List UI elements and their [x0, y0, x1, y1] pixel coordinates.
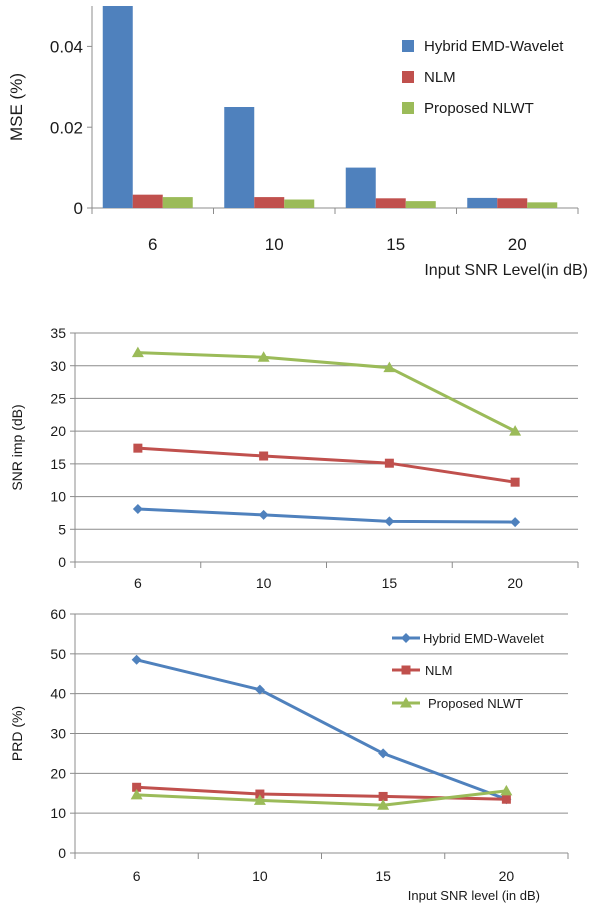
- y-tick-label: 60: [50, 606, 66, 622]
- bar-hybrid-emd-wavelet-15: [345, 167, 376, 208]
- point-nlm-15: [378, 791, 388, 801]
- line-hybrid-emd-wavelet: [137, 507, 516, 524]
- legend-label-hybrid-emd-wavelet: Hybrid EMD-Wavelet: [423, 631, 544, 646]
- point-proposed-nlwt-10: [257, 351, 270, 362]
- point-nlm-15: [384, 458, 394, 468]
- legend-marker-hybrid-emd-wavelet: [401, 633, 411, 643]
- point-nlm-20: [510, 477, 520, 487]
- point-proposed-nlwt-6: [130, 788, 143, 800]
- bar-nlm-20: [497, 198, 528, 208]
- x-tick-label: 6: [133, 868, 141, 884]
- y-tick-label: 0.02: [50, 118, 83, 137]
- x-tick-label: 20: [508, 235, 527, 254]
- y-tick-label: 25: [50, 390, 66, 406]
- bar-proposed-nlwt-20: [527, 202, 558, 208]
- legend-label-hybrid-emd-wavelet: Hybrid EMD-Wavelet: [424, 38, 564, 55]
- legend-swatch-hybrid-emd-wavelet: [402, 40, 414, 52]
- x-tick-label: 20: [499, 868, 515, 884]
- y-tick-label: 0: [74, 199, 83, 218]
- line-proposed-nlwt: [136, 789, 507, 807]
- bar-nlm-15: [375, 198, 406, 208]
- y-tick-label: 20: [50, 423, 66, 439]
- x-tick-label: 15: [375, 868, 391, 884]
- x-tick-label: 15: [386, 235, 405, 254]
- bar-proposed-nlwt-6: [162, 197, 193, 208]
- legend-label-proposed-nlwt: Proposed NLWT: [424, 100, 534, 117]
- point-proposed-nlwt-20: [509, 425, 522, 436]
- legend-swatch-proposed-nlwt: [402, 102, 414, 114]
- point-proposed-nlwt-10: [253, 794, 266, 805]
- bar-hybrid-emd-wavelet-20: [467, 197, 498, 208]
- bar-nlm-6: [132, 194, 163, 208]
- legend-label-nlm: NLM: [425, 663, 452, 678]
- point-hybrid-emd-wavelet-6: [131, 654, 142, 665]
- point-hybrid-emd-wavelet-10: [254, 684, 265, 695]
- point-hybrid-emd-wavelet-15: [384, 516, 395, 527]
- y-axis-label: SNR imp (dB): [9, 404, 25, 490]
- y-tick-label: 30: [50, 726, 66, 742]
- bar-hybrid-emd-wavelet-10: [224, 107, 255, 208]
- legend-swatch-nlm: [402, 71, 414, 83]
- point-proposed-nlwt-20: [500, 784, 513, 796]
- y-axis-label: PRD (%): [9, 706, 25, 761]
- point-proposed-nlwt-15: [383, 361, 396, 373]
- point-nlm-6: [132, 782, 142, 792]
- prd-line-chart: 0 10 20 30 40 50 60 6 10 15 20 PRD (%) Input SNR lev…: [9, 606, 569, 903]
- y-tick-label: 0.04: [50, 38, 83, 57]
- y-tick-label: 50: [50, 646, 66, 662]
- y-tick-label: 15: [50, 456, 66, 472]
- legend-marker-proposed-nlwt: [400, 697, 412, 708]
- legend-label-proposed-nlwt: Proposed NLWT: [428, 696, 523, 711]
- line-hybrid-emd-wavelet: [136, 658, 507, 801]
- y-tick-label: 5: [58, 521, 66, 537]
- x-tick-label: 6: [134, 575, 142, 591]
- x-tick-label: 6: [148, 235, 157, 254]
- x-tick-label: 10: [252, 868, 268, 884]
- x-axis-label: Input SNR Level(in dB): [424, 262, 588, 279]
- y-tick-label: 35: [50, 325, 66, 341]
- point-nlm-10: [259, 451, 269, 461]
- x-tick-label: 20: [507, 575, 523, 591]
- x-tick-label: 15: [382, 575, 398, 591]
- y-tick-label: 10: [50, 489, 66, 505]
- legend-marker-nlm: [401, 665, 411, 675]
- x-axis-label: Input SNR level (in dB): [408, 888, 540, 903]
- point-nlm-20: [501, 794, 511, 804]
- mse-bar-chart: 0 0.02 0.04 6 10 15 20 MSE (%) Input SNR Level(i…: [7, 6, 588, 279]
- point-hybrid-emd-wavelet-10: [258, 509, 269, 520]
- line-nlm: [137, 446, 516, 484]
- y-tick-label: 0: [58, 845, 66, 861]
- legend-label-nlm: NLM: [424, 69, 456, 86]
- point-hybrid-emd-wavelet-20: [510, 517, 521, 528]
- point-proposed-nlwt-15: [377, 799, 390, 810]
- y-tick-label: 20: [50, 765, 66, 781]
- point-nlm-6: [133, 443, 143, 453]
- x-tick-label: 10: [256, 575, 272, 591]
- y-tick-label: 40: [50, 686, 66, 702]
- point-hybrid-emd-wavelet-6: [132, 504, 143, 515]
- bar-proposed-nlwt-10: [284, 199, 315, 208]
- bar-hybrid-emd-wavelet-6: [102, 6, 133, 208]
- point-proposed-nlwt-6: [131, 346, 144, 358]
- bar-nlm-10: [254, 197, 285, 208]
- y-tick-label: 30: [50, 358, 66, 374]
- snr-imp-line-chart: 0 5 10 15 20 25 30 35 6 10 15 20 SNR imp (dB): [9, 325, 579, 591]
- point-nlm-10: [255, 789, 265, 799]
- point-hybrid-emd-wavelet-15: [378, 748, 389, 759]
- x-tick-label: 10: [265, 235, 284, 254]
- line-proposed-nlwt: [137, 351, 516, 433]
- y-axis-label: MSE (%): [7, 73, 26, 141]
- bar-proposed-nlwt-15: [405, 201, 436, 208]
- y-tick-label: 0: [58, 554, 66, 570]
- y-tick-label: 10: [50, 805, 66, 821]
